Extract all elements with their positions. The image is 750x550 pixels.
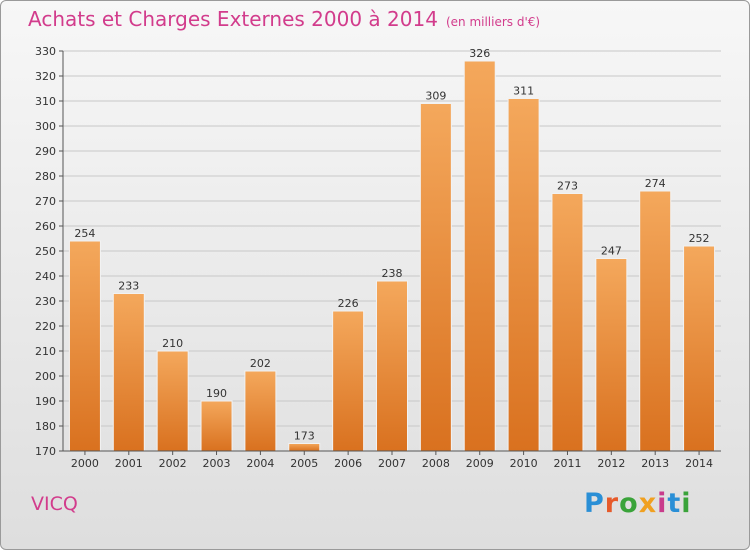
data-label-2005: 173	[294, 430, 315, 443]
data-label-2011: 273	[557, 180, 578, 193]
data-label-2008: 309	[425, 90, 446, 103]
bar-2009	[463, 60, 496, 452]
logo-letter: i	[681, 488, 692, 519]
logo-letter: t	[667, 488, 682, 519]
bar-2014	[683, 245, 716, 452]
data-label-2014: 252	[689, 232, 710, 245]
bars	[68, 60, 716, 452]
y-tick-label: 210	[35, 345, 56, 358]
bar-2006	[332, 310, 365, 452]
y-tick-label: 200	[35, 370, 56, 383]
logo-letter: o	[619, 488, 639, 519]
x-tick-label-2009: 2009	[466, 457, 494, 470]
x-tick-label-2011: 2011	[553, 457, 581, 470]
data-label-2001: 233	[118, 280, 139, 293]
data-label-2013: 274	[645, 177, 666, 190]
x-tick-label-2000: 2000	[71, 457, 99, 470]
data-label-2009: 326	[469, 47, 490, 60]
x-tick-label-2001: 2001	[115, 457, 143, 470]
y-tick-label: 190	[35, 395, 56, 408]
bar-2004	[244, 370, 277, 452]
y-tick-label: 180	[35, 420, 56, 433]
y-tick-label: 300	[35, 120, 56, 133]
bar-2003	[200, 400, 233, 452]
data-label-2000: 254	[74, 227, 95, 240]
data-labels: 254 233 210 190 202 173 226 238 309 326 311 273 247 2…	[74, 47, 709, 443]
y-tick-label: 270	[35, 195, 56, 208]
bar-2012	[595, 258, 628, 452]
data-label-2002: 210	[162, 337, 183, 350]
x-tick-label-2002: 2002	[159, 457, 187, 470]
x-tick-label-2014: 2014	[685, 457, 713, 470]
x-tick-label-2010: 2010	[510, 457, 538, 470]
data-label-2012: 247	[601, 245, 622, 258]
y-tick-label: 170	[35, 445, 56, 458]
x-tick-label-2008: 2008	[422, 457, 450, 470]
data-label-2010: 311	[513, 85, 534, 98]
data-label-2006: 226	[338, 297, 359, 310]
x-tick-label-2013: 2013	[641, 457, 669, 470]
data-label-2004: 202	[250, 357, 271, 370]
x-tick-label-2006: 2006	[334, 457, 362, 470]
bar-2005	[288, 443, 321, 452]
data-label-2007: 238	[382, 267, 403, 280]
logo-letter: i	[657, 488, 668, 519]
x-tick-label-2007: 2007	[378, 457, 406, 470]
y-axis-ticks: 170 180 190 200 210 220 230 240 250 260 270 280 290 3…	[35, 45, 721, 458]
y-tick-label: 240	[35, 270, 56, 283]
place-name: VICQ	[31, 493, 78, 515]
y-tick-label: 220	[35, 320, 56, 333]
y-tick-label: 320	[35, 70, 56, 83]
logo-letter: r	[604, 488, 620, 519]
chart-title: Achats et Charges Externes 2000 à 2014 (e…	[28, 7, 540, 31]
bar-2007	[376, 280, 408, 452]
x-axis-ticks: 2000 2001 2002 2003 2004 2005 2006 2007 2008 2009…	[71, 451, 713, 470]
proxiti-logo: Proxiti	[584, 488, 692, 519]
bar-2013	[639, 190, 672, 452]
x-tick-label-2012: 2012	[597, 457, 625, 470]
bar-2002	[156, 350, 189, 452]
logo-letter: P	[584, 488, 605, 519]
y-tick-label: 290	[35, 145, 56, 158]
x-tick-label-2004: 2004	[246, 457, 274, 470]
bar-2011	[551, 193, 584, 452]
y-tick-label: 250	[35, 245, 56, 258]
y-tick-label: 260	[35, 220, 56, 233]
title-text: Achats et Charges Externes 2000 à 2014	[28, 7, 438, 31]
bar-2008	[419, 103, 452, 452]
chart-subtitle: (en milliers d'€)	[445, 15, 541, 29]
logo-letter: x	[638, 488, 658, 519]
bar-2001	[112, 293, 145, 452]
y-tick-label: 310	[35, 95, 56, 108]
bar-2010	[507, 98, 540, 452]
y-tick-label: 230	[35, 295, 56, 308]
x-tick-label-2003: 2003	[203, 457, 231, 470]
y-tick-label: 330	[35, 45, 56, 58]
bar-2000	[68, 240, 101, 452]
y-tick-label: 280	[35, 170, 56, 183]
x-tick-label-2005: 2005	[290, 457, 318, 470]
data-label-2003: 190	[206, 387, 227, 400]
